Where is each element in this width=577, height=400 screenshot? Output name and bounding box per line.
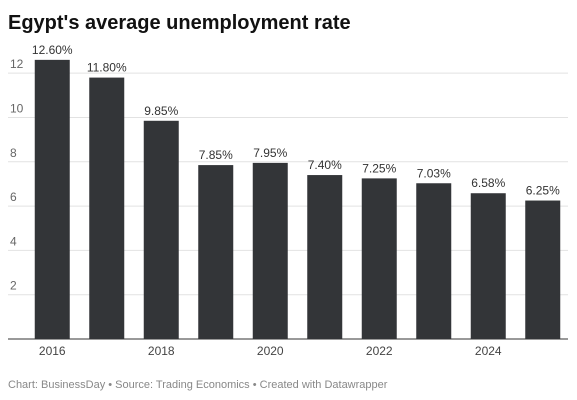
- bar: [143, 120, 179, 340]
- x-tick-label: 2024: [475, 344, 502, 358]
- bar: [525, 200, 561, 339]
- bar: [361, 178, 397, 339]
- x-tick-label: 2018: [148, 344, 175, 358]
- value-label: 6.25%: [526, 184, 560, 198]
- chart-title: Egypt's average unemployment rate: [8, 12, 351, 34]
- source-note: Chart: BusinessDay • Source: Trading Eco…: [8, 379, 388, 391]
- y-tick-label: 6: [10, 190, 17, 204]
- x-tick-label: 2020: [257, 344, 284, 358]
- bar: [34, 59, 70, 339]
- bar: [198, 165, 234, 339]
- x-tick-label: 2016: [39, 344, 66, 358]
- y-tick-label: 12: [10, 57, 24, 71]
- value-label: 7.40%: [308, 158, 342, 172]
- value-label: 7.85%: [199, 148, 233, 162]
- y-tick-label: 8: [10, 146, 17, 160]
- value-label: 7.03%: [417, 166, 451, 180]
- x-tick-label: 2022: [366, 344, 393, 358]
- y-tick-label: 4: [10, 234, 17, 248]
- value-label: 7.25%: [362, 161, 396, 175]
- value-label: 9.85%: [144, 104, 178, 118]
- bar: [470, 193, 506, 339]
- y-tick-label: 2: [10, 279, 17, 293]
- bar: [416, 183, 452, 339]
- bar: [307, 175, 343, 339]
- value-label: 11.80%: [87, 61, 127, 75]
- bar: [89, 77, 125, 339]
- value-label: 6.58%: [471, 176, 505, 190]
- value-label: 12.60%: [32, 43, 73, 57]
- y-tick-label: 10: [10, 101, 24, 115]
- value-label: 7.95%: [253, 146, 287, 160]
- bar: [252, 162, 288, 339]
